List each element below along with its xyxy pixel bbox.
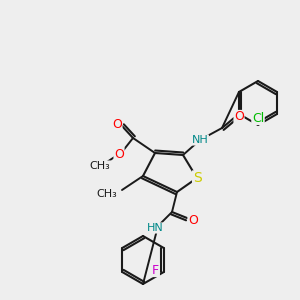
Text: HN: HN xyxy=(147,223,164,233)
Text: Cl: Cl xyxy=(252,112,264,124)
Text: NH: NH xyxy=(192,135,208,145)
Text: O: O xyxy=(114,148,124,160)
Text: O: O xyxy=(234,110,244,124)
Text: CH₃: CH₃ xyxy=(90,161,110,171)
Text: S: S xyxy=(193,171,201,185)
Text: O: O xyxy=(112,118,122,130)
Text: F: F xyxy=(152,263,159,277)
Text: CH₃: CH₃ xyxy=(96,189,117,199)
Text: O: O xyxy=(188,214,198,227)
